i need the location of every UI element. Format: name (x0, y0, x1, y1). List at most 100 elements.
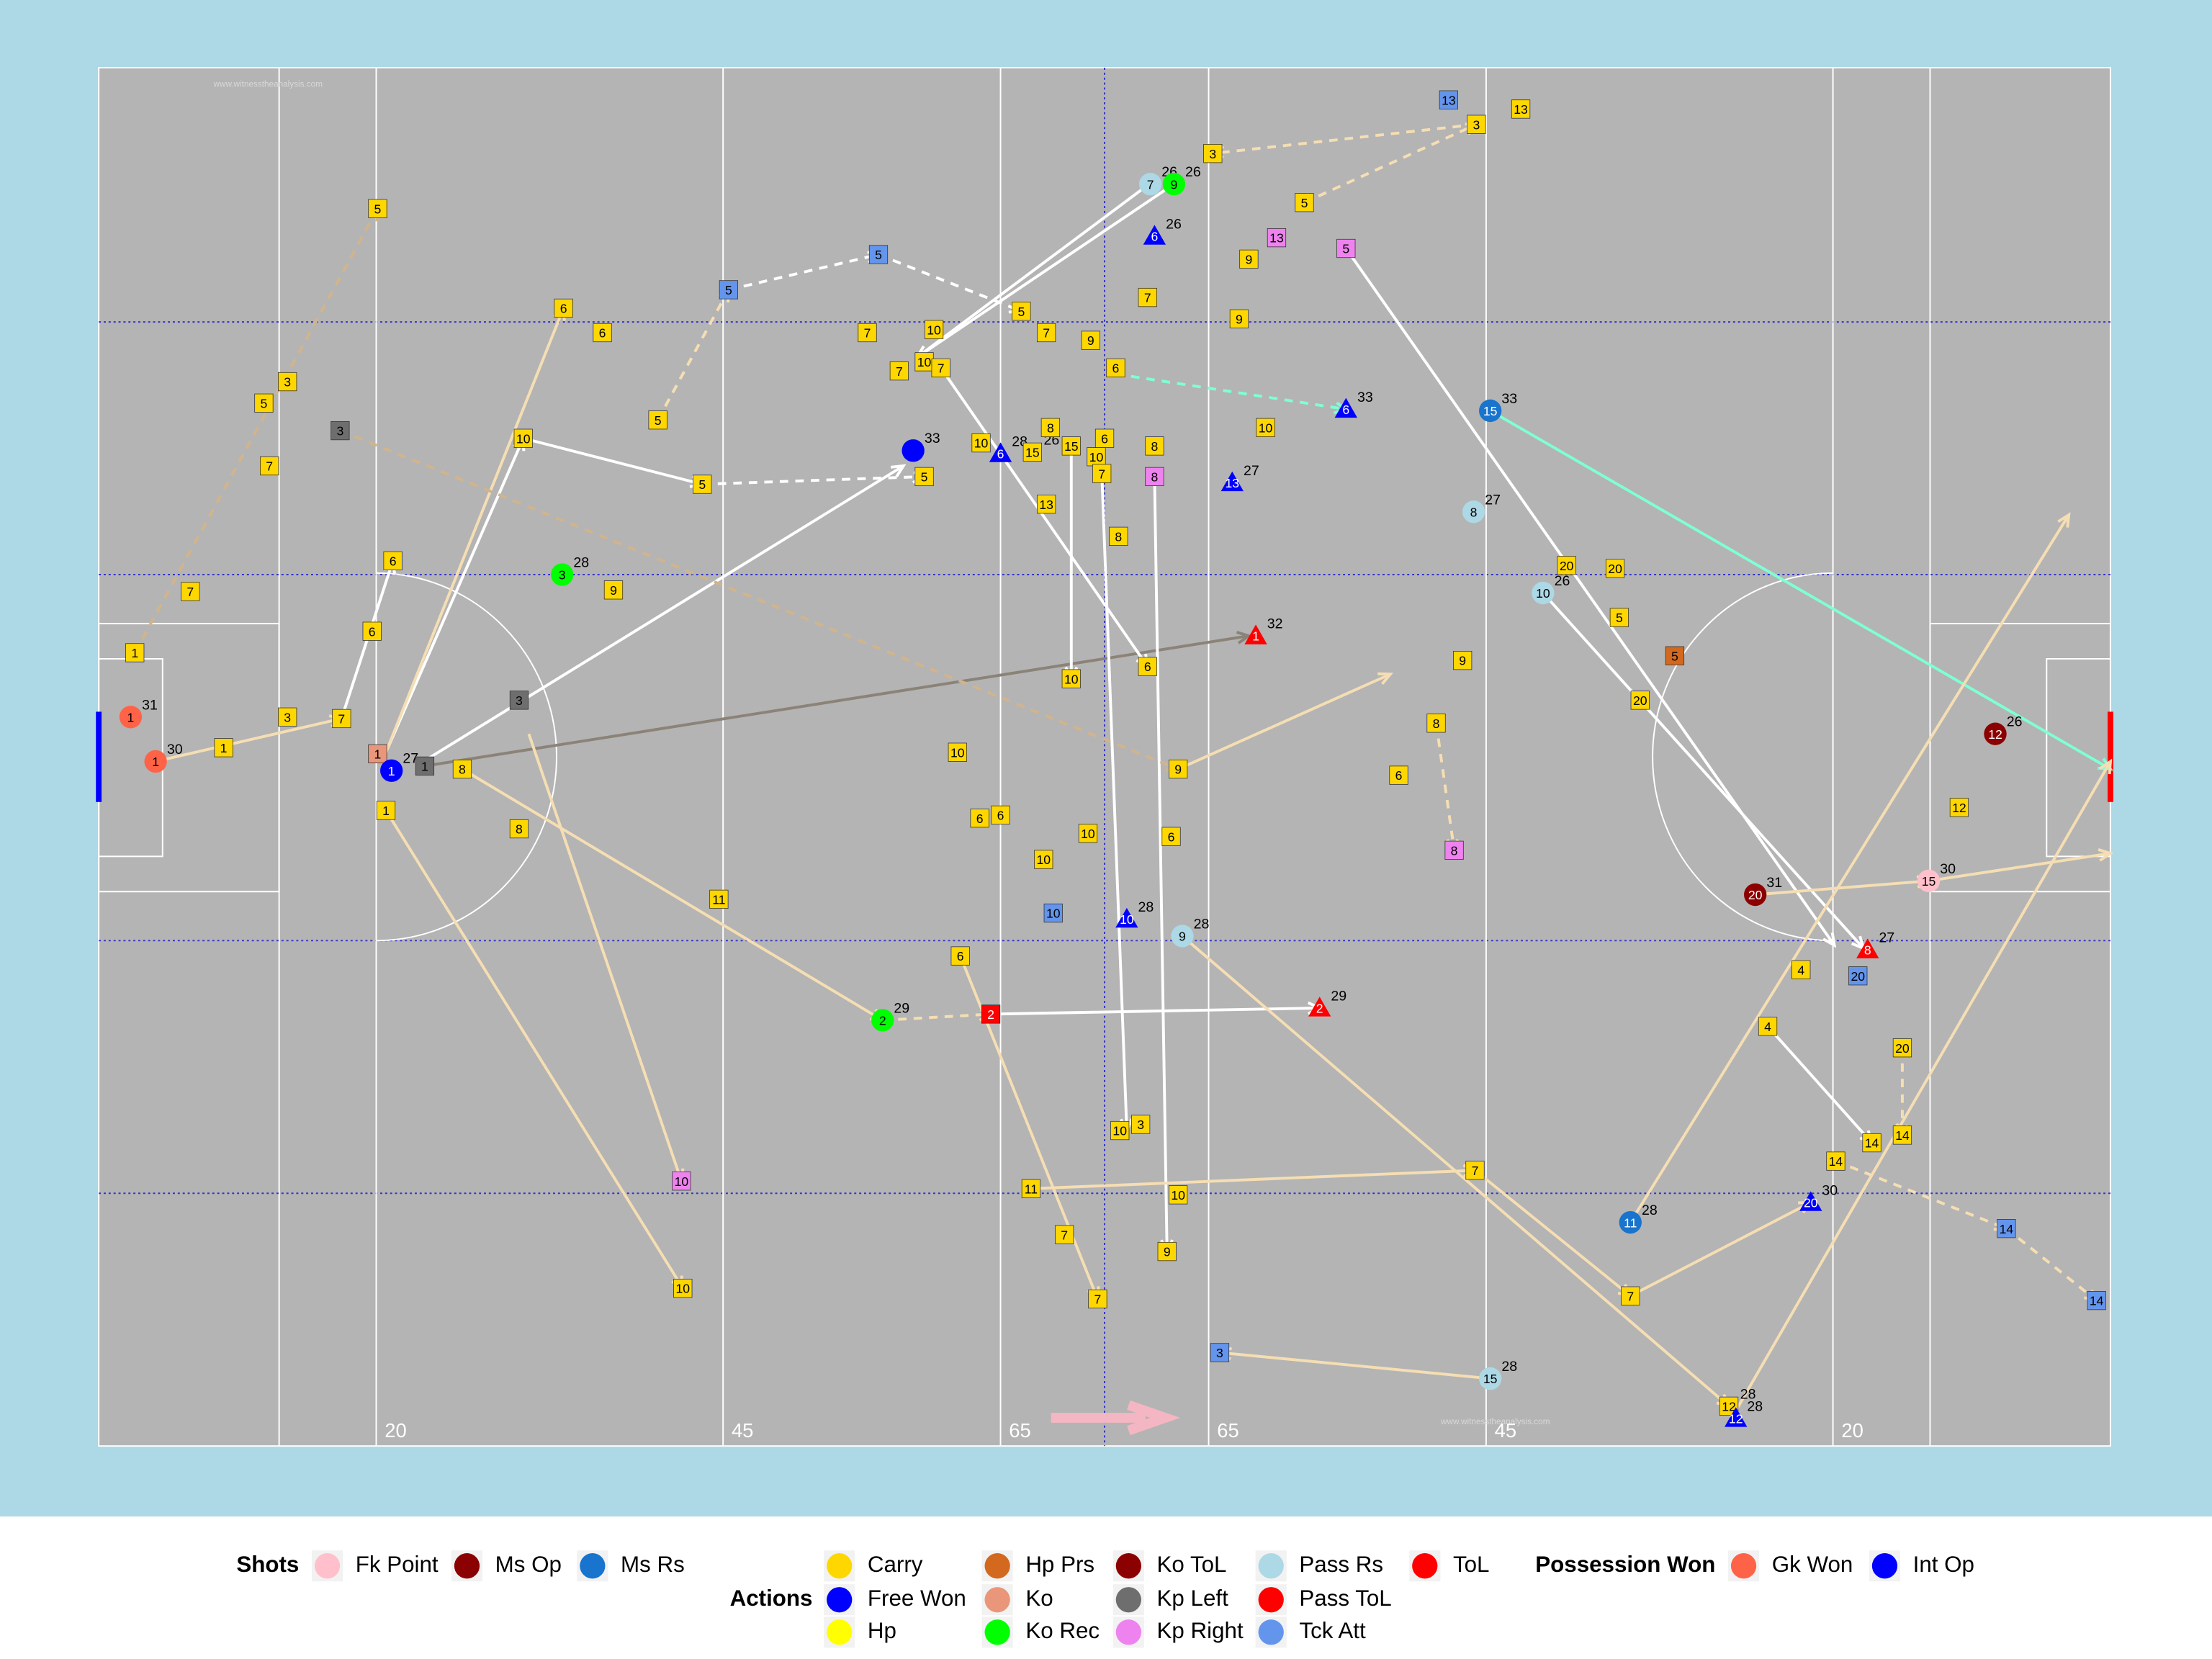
event-marker (1791, 960, 1811, 979)
event-marker (1511, 99, 1531, 119)
event-marker (1465, 1161, 1485, 1180)
player-note: 28 (1194, 916, 1210, 932)
player-number: 1 (382, 804, 390, 818)
player-number: 12 (1729, 1411, 1743, 1426)
event-marker (1605, 559, 1625, 578)
player-number: 7 (1147, 177, 1154, 192)
event-marker (1138, 287, 1157, 307)
player-number: 9 (1236, 312, 1243, 326)
event-marker (1055, 1225, 1074, 1244)
event-marker (1145, 436, 1164, 456)
event-marker (1138, 173, 1162, 196)
player-number: 7 (1098, 467, 1105, 481)
event-marker (1621, 1286, 1640, 1305)
player-number: 3 (284, 710, 291, 724)
player-number: 2 (879, 1014, 886, 1028)
action-arrow (424, 631, 1252, 768)
player-note: 26 (1185, 164, 1201, 180)
player-number: 3 (284, 375, 291, 390)
event-marker (1115, 907, 1138, 928)
event-marker (1034, 850, 1053, 869)
player-number: 10 (1171, 1188, 1185, 1202)
event-marker (1856, 938, 1879, 958)
player-number: 3 (559, 568, 566, 583)
event-marker (981, 1004, 1001, 1024)
legend-swatch (1730, 1553, 1757, 1579)
player-number: 3 (516, 693, 523, 708)
legend-label: Hp (868, 1618, 896, 1643)
player-number: 8 (1451, 843, 1458, 858)
player-number: 5 (261, 396, 268, 410)
player-number: 10 (1259, 421, 1273, 435)
goal-left (96, 711, 102, 802)
direction-arrow (1051, 1400, 1181, 1436)
event-marker (1088, 1289, 1107, 1309)
player-number: 6 (1151, 230, 1158, 244)
player-number: 10 (1064, 672, 1079, 686)
event-marker (362, 621, 382, 641)
event-marker (971, 433, 991, 453)
action-arrow (422, 464, 907, 763)
player-number: 10 (1036, 853, 1051, 867)
player-number: 7 (266, 459, 273, 474)
player-number: 15 (1483, 1372, 1498, 1386)
event-marker (1848, 966, 1868, 986)
event-marker (1131, 1115, 1151, 1134)
event-marker (551, 563, 574, 586)
legend-swatch (1412, 1553, 1438, 1579)
event-marker (914, 467, 934, 487)
player-number: 6 (1101, 431, 1108, 446)
event-marker (1239, 249, 1259, 269)
player-number: 9 (610, 583, 617, 598)
event-marker (1997, 1219, 2016, 1238)
event-marker (1256, 418, 1275, 437)
legend-label: Carry (868, 1552, 923, 1577)
player-number: 14 (1829, 1154, 1843, 1169)
player-number: 11 (1624, 1215, 1637, 1230)
action-arrow (1928, 848, 2114, 883)
legend-label: Free Won (868, 1586, 966, 1611)
player-number: 20 (1608, 562, 1622, 576)
event-marker (1220, 471, 1244, 492)
player-note: 28 (573, 555, 589, 571)
player-number: 3 (1137, 1118, 1144, 1132)
player-number: 15 (1922, 874, 1936, 889)
event-marker (119, 706, 143, 729)
event-marker (1453, 650, 1473, 670)
event-marker (1892, 1125, 1912, 1145)
legend-label: Tck Att (1299, 1618, 1366, 1643)
player-note: 27 (1244, 463, 1259, 479)
event-marker (125, 643, 145, 662)
x-tick-label: 65 (1009, 1419, 1030, 1442)
event-marker (554, 298, 573, 318)
x-tick-label: 65 (1217, 1419, 1238, 1442)
player-number: 6 (1342, 403, 1349, 417)
player-number: 1 (127, 710, 135, 724)
action-arrow (1177, 672, 1394, 770)
event-marker (1665, 646, 1685, 665)
event-marker (1949, 798, 1969, 817)
x-tick-label: 20 (385, 1419, 406, 1442)
action-arrow (1735, 758, 2113, 1412)
event-marker (948, 742, 967, 762)
event-marker (278, 707, 297, 727)
player-number: 11 (712, 893, 725, 907)
event-marker (871, 1009, 894, 1032)
goal-right (2108, 711, 2113, 802)
event-marker (1171, 925, 1194, 948)
event-marker (1210, 1343, 1230, 1362)
player-note: 28 (1642, 1202, 1658, 1218)
event-marker (719, 280, 739, 300)
player-number: 7 (1094, 1292, 1102, 1307)
legend-label: Pass ToL (1299, 1586, 1391, 1611)
event-marker (1161, 827, 1181, 846)
player-number: 7 (896, 364, 903, 379)
x-tick-label: 45 (732, 1419, 753, 1442)
event-marker (1725, 1407, 1748, 1427)
player-number: 20 (1633, 693, 1647, 708)
event-marker (1012, 302, 1031, 321)
event-marker (1917, 869, 1941, 893)
player-number: 15 (1064, 439, 1079, 454)
legend-label: Ko (1025, 1586, 1053, 1611)
event-marker (931, 358, 950, 378)
